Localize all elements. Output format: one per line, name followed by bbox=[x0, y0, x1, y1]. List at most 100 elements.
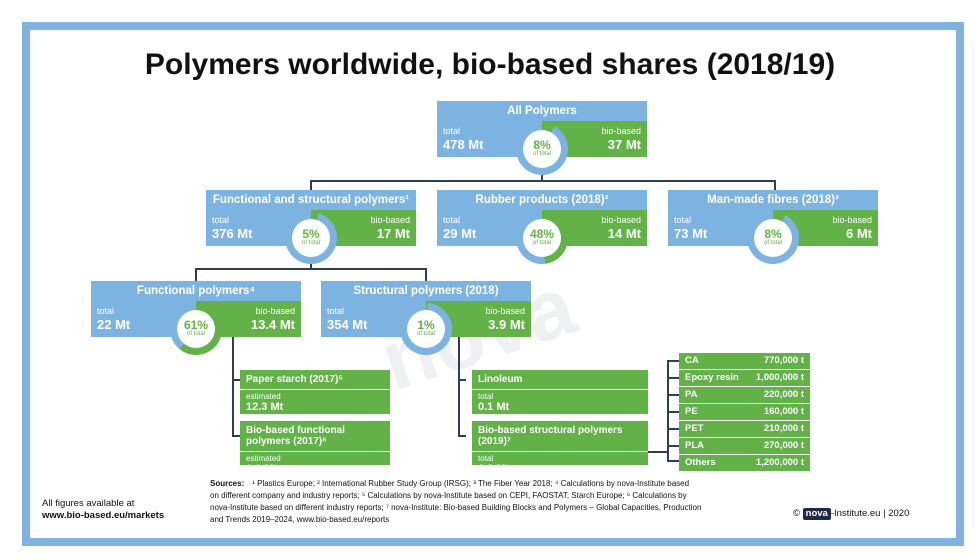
total-value: 29 Mt bbox=[443, 226, 477, 241]
total-value: 478 Mt bbox=[443, 137, 484, 152]
logo-text: nova bbox=[805, 508, 828, 519]
row-name: PET bbox=[685, 423, 704, 434]
brand-credit: © nova -Institute.eu | 2020 bbox=[793, 508, 909, 520]
bio-label: bio-based bbox=[485, 306, 525, 316]
share-percent: 8% bbox=[764, 227, 782, 241]
connector bbox=[232, 337, 234, 437]
bio-label: bio-based bbox=[370, 215, 410, 225]
brand-text: -Institute.eu | 2020 bbox=[830, 508, 910, 519]
sources-text: ¹ Plastics Europe; ² International Rubbe… bbox=[252, 479, 690, 488]
total-value: 354 Mt bbox=[327, 317, 368, 332]
box-bio-functional: Bio-based functional polymers (2017)⁶ es… bbox=[240, 421, 390, 475]
connector bbox=[667, 360, 669, 460]
bio-value: 14 Mt bbox=[607, 226, 641, 241]
box-value: 3.8 Mt bbox=[478, 463, 510, 475]
box-linoleum: Linoleum total 0.1 Mt bbox=[472, 370, 648, 414]
bio-label: bio-based bbox=[601, 215, 641, 225]
connector bbox=[667, 428, 679, 430]
share-percent: 1% bbox=[417, 318, 435, 332]
box-title: Linoleum bbox=[472, 370, 648, 390]
connector bbox=[195, 268, 427, 270]
total-label: total bbox=[443, 215, 461, 225]
box-label: estimated bbox=[246, 392, 281, 401]
share-donut: 5% of total bbox=[285, 212, 337, 264]
node-title: Functional and structural polymers¹ bbox=[206, 190, 416, 210]
structural-polymers-table: CA 770,000 t Epoxy resin 1,000,000 t PA 220… bbox=[679, 353, 810, 472]
of-total-label: of total bbox=[763, 240, 782, 246]
total-label: total bbox=[674, 215, 692, 225]
node-title: Rubber products (2018)² bbox=[437, 190, 647, 210]
sources-text: nova-Institute based on different indust… bbox=[210, 503, 702, 512]
node-all-polymers: All Polymers total 478 Mt bio-based 37 M… bbox=[437, 101, 647, 175]
row-name: Others bbox=[685, 457, 716, 468]
box-bio-structural: Bio-based structural polymers (2019)⁷ to… bbox=[472, 421, 648, 475]
box-label: total bbox=[478, 454, 494, 463]
connector bbox=[667, 377, 679, 379]
box-label: total bbox=[478, 392, 494, 401]
of-total-label: of total bbox=[532, 240, 551, 246]
row-value: 160,000 t bbox=[763, 406, 804, 417]
sources-label: Sources: bbox=[210, 479, 245, 488]
table-row: PET 210,000 t bbox=[679, 421, 810, 437]
page-title: Polymers worldwide, bio-based shares (20… bbox=[144, 48, 836, 81]
connector bbox=[310, 180, 776, 182]
row-name: CA bbox=[685, 355, 699, 366]
connector bbox=[458, 379, 466, 381]
table-row: Others 1,200,000 t bbox=[679, 455, 810, 471]
bio-value: 6 Mt bbox=[846, 226, 872, 241]
of-total-label: of total bbox=[416, 331, 435, 337]
connector bbox=[195, 268, 197, 281]
connector bbox=[232, 379, 240, 381]
connector bbox=[667, 460, 679, 462]
total-value: 73 Mt bbox=[674, 226, 708, 241]
connector bbox=[425, 268, 427, 281]
share-donut: 1% of total bbox=[400, 303, 452, 355]
row-name: PLA bbox=[685, 440, 704, 451]
connector bbox=[667, 394, 679, 396]
box-value: 1.1 Mt bbox=[246, 463, 278, 475]
share-donut: 48% of total bbox=[516, 212, 568, 264]
connector bbox=[667, 411, 679, 413]
node-rubber-products: Rubber products (2018)² total 29 Mt bio-… bbox=[437, 190, 647, 264]
bio-value: 37 Mt bbox=[607, 137, 641, 152]
node-man-made-fibres: Man-made fibres (2018)³ total 73 Mt bio-… bbox=[668, 190, 878, 264]
table-row: PLA 270,000 t bbox=[679, 438, 810, 454]
connector bbox=[232, 435, 240, 437]
box-title: Bio-based structural polymers (2019)⁷ bbox=[472, 421, 648, 452]
share-percent: 48% bbox=[529, 227, 555, 241]
connector bbox=[667, 445, 679, 447]
total-label: total bbox=[443, 126, 461, 136]
row-value: 1,000,000 t bbox=[755, 372, 804, 383]
table-row: Epoxy resin 1,000,000 t bbox=[679, 370, 810, 386]
bio-value: 13.4 Mt bbox=[250, 317, 295, 332]
connector bbox=[458, 337, 460, 437]
total-value: 22 Mt bbox=[97, 317, 131, 332]
sources-text: and Trends 2019–2024, www.bio-based.eu/r… bbox=[210, 515, 390, 524]
total-label: total bbox=[212, 215, 230, 225]
share-percent: 5% bbox=[302, 227, 320, 241]
row-name: PA bbox=[685, 389, 698, 400]
bio-label: bio-based bbox=[601, 126, 641, 136]
row-value: 220,000 t bbox=[763, 389, 804, 400]
share-percent: 8% bbox=[533, 138, 551, 152]
bio-label: bio-based bbox=[832, 215, 872, 225]
node-title: All Polymers bbox=[437, 101, 647, 121]
availability-note: All figures available at www.bio-based.e… bbox=[42, 498, 164, 522]
connector bbox=[458, 435, 466, 437]
box-title: Paper starch (2017)⁵ bbox=[240, 370, 390, 390]
of-total-label: of total bbox=[532, 151, 551, 157]
row-value: 1,200,000 t bbox=[755, 457, 804, 468]
node-functional-polymers: Functional polymers⁴ total 22 Mt bio-bas… bbox=[91, 281, 301, 355]
total-value: 376 Mt bbox=[212, 226, 253, 241]
node-title: Man-made fibres (2018)³ bbox=[668, 190, 878, 210]
box-value: 0.1 Mt bbox=[478, 401, 510, 413]
node-functional-structural: Functional and structural polymers¹ tota… bbox=[206, 190, 416, 264]
node-structural-polymers: Structural polymers (2018) total 354 Mt … bbox=[321, 281, 531, 355]
share-donut: 61% of total bbox=[170, 303, 222, 355]
share-percent: 61% bbox=[183, 318, 209, 332]
availability-link[interactable]: www.bio-based.eu/markets bbox=[42, 510, 165, 521]
connector bbox=[667, 360, 679, 362]
share-donut: 8% of total bbox=[747, 212, 799, 264]
table-row: CA 770,000 t bbox=[679, 353, 810, 369]
total-label: total bbox=[327, 306, 345, 316]
